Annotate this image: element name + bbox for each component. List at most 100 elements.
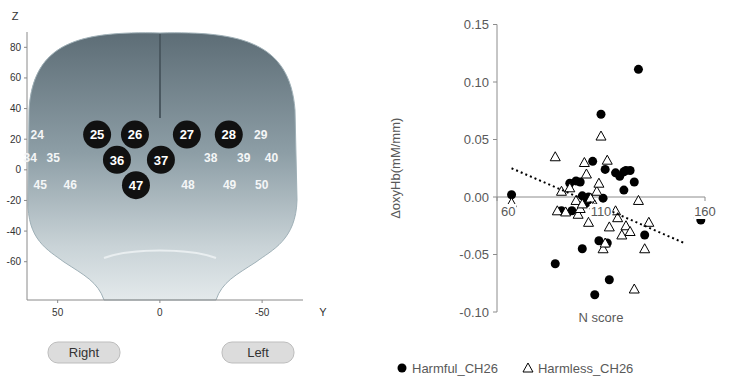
x-tick-label: -50	[255, 307, 270, 318]
y-tick-label: 60	[10, 72, 22, 83]
y-axis-line	[27, 32, 28, 300]
triangle-point	[633, 195, 643, 204]
y-tick-label: -20	[7, 195, 22, 206]
x-tick	[705, 197, 706, 201]
y-tick	[493, 197, 497, 198]
label-patch	[500, 204, 516, 219]
channel-label: 25	[90, 127, 104, 142]
y-tick-label: 0.05	[464, 132, 489, 147]
x-tick	[497, 197, 498, 201]
cerebellum-edge	[104, 251, 216, 259]
x-tick-label: 50	[52, 307, 64, 318]
y-tick	[24, 200, 27, 201]
channel-circle	[173, 121, 201, 149]
y-tick-label: 40	[10, 103, 22, 114]
channel-label: 24	[31, 128, 45, 142]
circle-point	[576, 178, 585, 187]
triangle-point	[579, 158, 589, 167]
channel-label: 29	[254, 128, 268, 142]
y-axis-line	[497, 25, 498, 313]
plot-marks	[507, 65, 706, 299]
x-tick-label: 0	[157, 307, 163, 318]
channel-label: 40	[265, 151, 279, 165]
x-tick-label: 60	[501, 204, 515, 219]
y-tick-label: 0.10	[464, 75, 489, 90]
trend-line	[512, 168, 685, 243]
triangle-point	[565, 183, 575, 192]
channel-label: 50	[255, 178, 269, 192]
x-axis-line	[27, 300, 303, 301]
circle-point	[578, 244, 587, 253]
legend-marker	[398, 364, 407, 373]
y-tick-label: -0.05	[459, 247, 489, 262]
y-tick	[24, 108, 27, 109]
y-tick	[24, 169, 27, 170]
y-tick-label: 20	[10, 134, 22, 145]
channel-label: 36	[110, 153, 124, 168]
x-axis-title: N score	[579, 310, 624, 325]
triangle-point	[561, 207, 571, 216]
triangle-point	[581, 169, 591, 178]
channel-labels: 25262728363747242934353839404546484950	[24, 127, 279, 193]
y-tick	[24, 231, 27, 232]
y-tick-label: 80	[10, 42, 22, 53]
triangle-point	[644, 217, 654, 226]
channel-label: 39	[237, 151, 251, 165]
triangle-point	[625, 227, 635, 236]
legend-marker	[523, 363, 533, 372]
x-tick	[262, 300, 263, 303]
y-tick	[493, 254, 497, 255]
channel-circle	[83, 121, 111, 149]
y-tick-label: 0	[15, 164, 21, 175]
x-tick	[57, 300, 58, 303]
channel-label: 26	[128, 127, 142, 142]
triangle-point	[596, 131, 606, 140]
channel-label: 34	[24, 151, 38, 165]
channel-label: 47	[129, 178, 143, 193]
channel-label: 45	[34, 178, 48, 192]
channel-circle	[215, 121, 243, 149]
channel-circle	[121, 121, 149, 149]
fissure	[159, 34, 161, 118]
y-tick	[24, 139, 27, 140]
channel-label: 27	[180, 127, 194, 142]
y-tick	[493, 312, 497, 313]
circle-point	[634, 65, 643, 74]
x-tick-label: 110	[591, 204, 612, 219]
circle-point	[601, 165, 610, 174]
channel-circle	[103, 146, 131, 174]
y-axis-title: ΔoxyHb(mM/mm)	[388, 118, 403, 219]
legend-label: Harmful_CH26	[412, 361, 498, 376]
circle-point	[588, 157, 597, 166]
y-tick	[493, 139, 497, 140]
channel-label: 35	[46, 151, 60, 165]
circle-point	[626, 166, 635, 175]
side-pill	[48, 342, 120, 363]
x-tick	[159, 300, 160, 303]
y-tick-label: -0.10	[459, 305, 489, 320]
legend-label: Harmless_CH26	[538, 361, 633, 376]
y-tick	[493, 24, 497, 25]
triangle-point	[594, 178, 604, 187]
y-tick	[24, 77, 27, 78]
circle-point	[630, 178, 639, 187]
label-patch	[590, 204, 613, 219]
circle-point	[551, 259, 560, 268]
y-tick	[493, 82, 497, 83]
figure: 806040200-20-40-60500-50YZ25262728363747…	[0, 0, 747, 380]
y-axis-title: Z	[12, 10, 19, 22]
side-pill	[222, 342, 294, 363]
channel-circle	[147, 146, 175, 174]
channel-label: 38	[204, 151, 218, 165]
y-tick	[24, 261, 27, 262]
x-tick-label: 160	[694, 204, 716, 219]
circle-point	[597, 110, 606, 119]
triangle-point	[552, 206, 562, 215]
legend: Harmful_CH26 Harmless_CH26	[398, 361, 634, 376]
channel-label: 46	[63, 178, 77, 192]
x-axis-title: Y	[319, 306, 327, 318]
y-tick-label: 0.15	[464, 17, 489, 32]
triangle-point	[600, 238, 610, 247]
triangle-point	[604, 222, 614, 231]
triangle-point	[550, 152, 560, 161]
